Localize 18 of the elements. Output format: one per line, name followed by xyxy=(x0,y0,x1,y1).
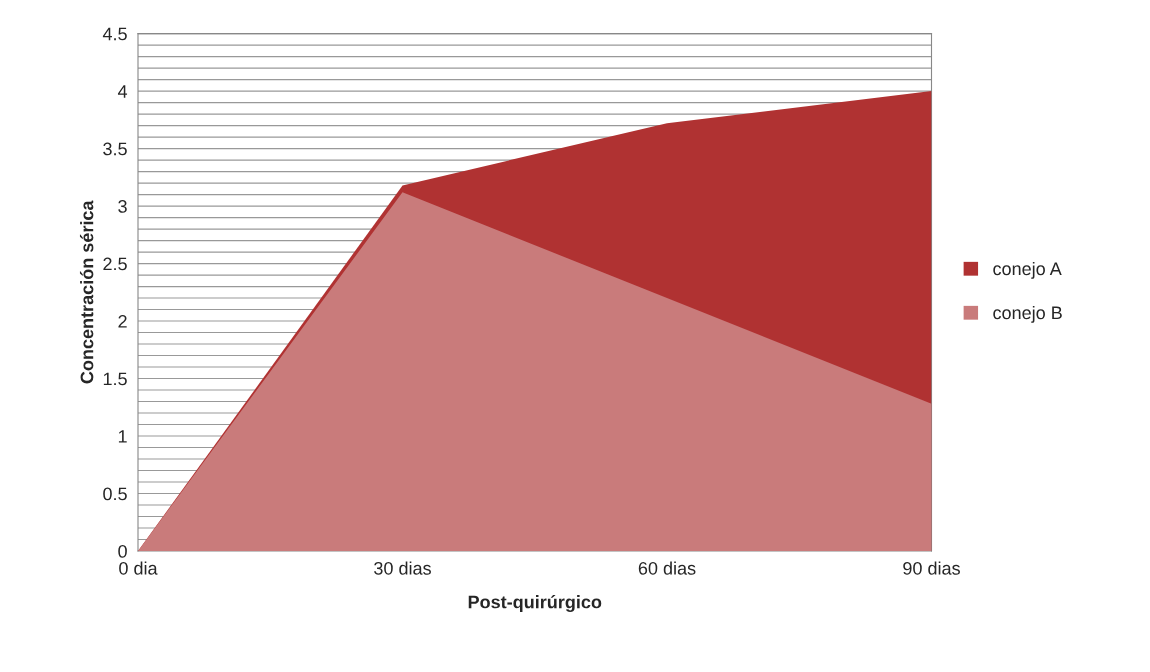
y-tick-label: 2.5 xyxy=(103,257,127,271)
y-tick-label: 4 xyxy=(117,85,128,98)
y-tick-label: 3.5 xyxy=(103,142,127,156)
y-tick-label: 0.5 xyxy=(103,487,127,501)
legend-label: conejo B xyxy=(993,305,1062,323)
y-tick-label: 2 xyxy=(118,315,127,328)
legend-label: conejo A xyxy=(993,261,1062,279)
x-tick-label: 60 dias xyxy=(638,561,696,575)
y-axis-title: Concentración sérica xyxy=(79,200,94,384)
y-tick-label: 1.5 xyxy=(103,372,127,386)
y-tick-label: 3 xyxy=(118,200,127,213)
y-tick-label: 1 xyxy=(118,430,127,443)
x-tick-label: 90 dias xyxy=(903,561,960,575)
x-tick-label: 0 dia xyxy=(119,561,158,575)
y-tick-label: 4.5 xyxy=(102,27,127,41)
x-tick-label: 30 dias xyxy=(374,561,431,575)
y-tick-label: 0 xyxy=(118,544,127,558)
x-axis-title: Post-quirúrgico xyxy=(468,594,602,613)
